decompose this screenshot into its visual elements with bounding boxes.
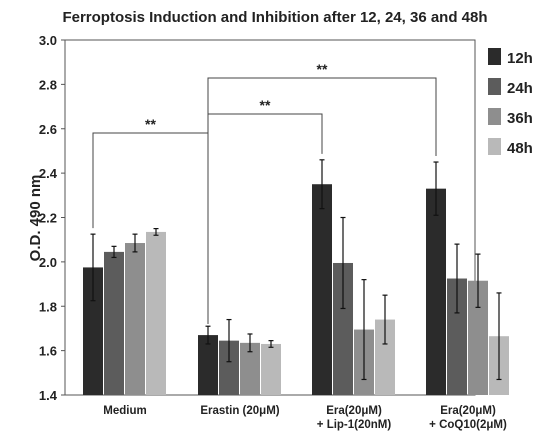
significance-bracket [207, 113, 323, 324]
bar-36h-1 [240, 342, 260, 395]
bar-24h-3 [447, 278, 467, 395]
y-tick-label: 1.4 [39, 388, 58, 403]
bar-48h-1 [261, 343, 281, 395]
y-tick-label: 2.0 [39, 255, 57, 270]
y-tick-label: 2.6 [39, 122, 57, 137]
bar-36h-3 [468, 280, 488, 395]
category-label: Medium [103, 405, 146, 417]
y-tick-label: 1.8 [39, 299, 57, 314]
category-label: + Lip-1(20nM) [317, 419, 392, 431]
bar-24h-2 [333, 262, 353, 395]
significance-bracket [207, 77, 437, 324]
legend-swatch-12h [488, 48, 501, 65]
y-tick-label: 2.4 [39, 166, 58, 181]
significance-label: ** [260, 97, 271, 113]
category-label: Erastin (20μM) [200, 405, 279, 417]
y-tick-label: 1.6 [39, 344, 57, 359]
chart-title: Ferroptosis Induction and Inhibition aft… [62, 9, 487, 26]
bar-36h-0 [125, 243, 145, 395]
bar-48h-2 [375, 319, 395, 395]
legend-swatch-48h [488, 138, 501, 155]
category-label: + CoQ10(2μM) [429, 419, 507, 431]
significance-label: ** [145, 116, 156, 132]
bar-12h-0 [83, 267, 103, 395]
legend-swatch-24h [488, 78, 501, 95]
bar-12h-3 [426, 188, 446, 395]
plot-area: 1.4 1.6 1.8 2.0 2.2 2.4 2.6 2.8 3.0 Medium Erastin… [39, 33, 533, 431]
bar-24h-0 [104, 251, 124, 395]
significance-label: ** [317, 61, 328, 77]
category-label: Era(20μM) [326, 405, 382, 417]
y-tick-label: 2.8 [39, 77, 57, 92]
legend-label: 24h [507, 80, 533, 97]
y-tick-label: 2.2 [39, 211, 57, 226]
legend-label: 36h [507, 110, 533, 127]
legend-swatch-36h [488, 108, 501, 125]
category-label: Era(20μM) [440, 405, 496, 417]
bar-12h-1 [198, 335, 218, 395]
legend-label: 48h [507, 140, 533, 157]
bar-24h-1 [219, 340, 239, 395]
bar-48h-0 [146, 231, 166, 395]
y-tick-label: 3.0 [39, 33, 57, 48]
legend-label: 12h [507, 50, 533, 67]
y-axis-label: O.D. 490 nm [27, 175, 44, 262]
bar-12h-2 [312, 184, 332, 395]
